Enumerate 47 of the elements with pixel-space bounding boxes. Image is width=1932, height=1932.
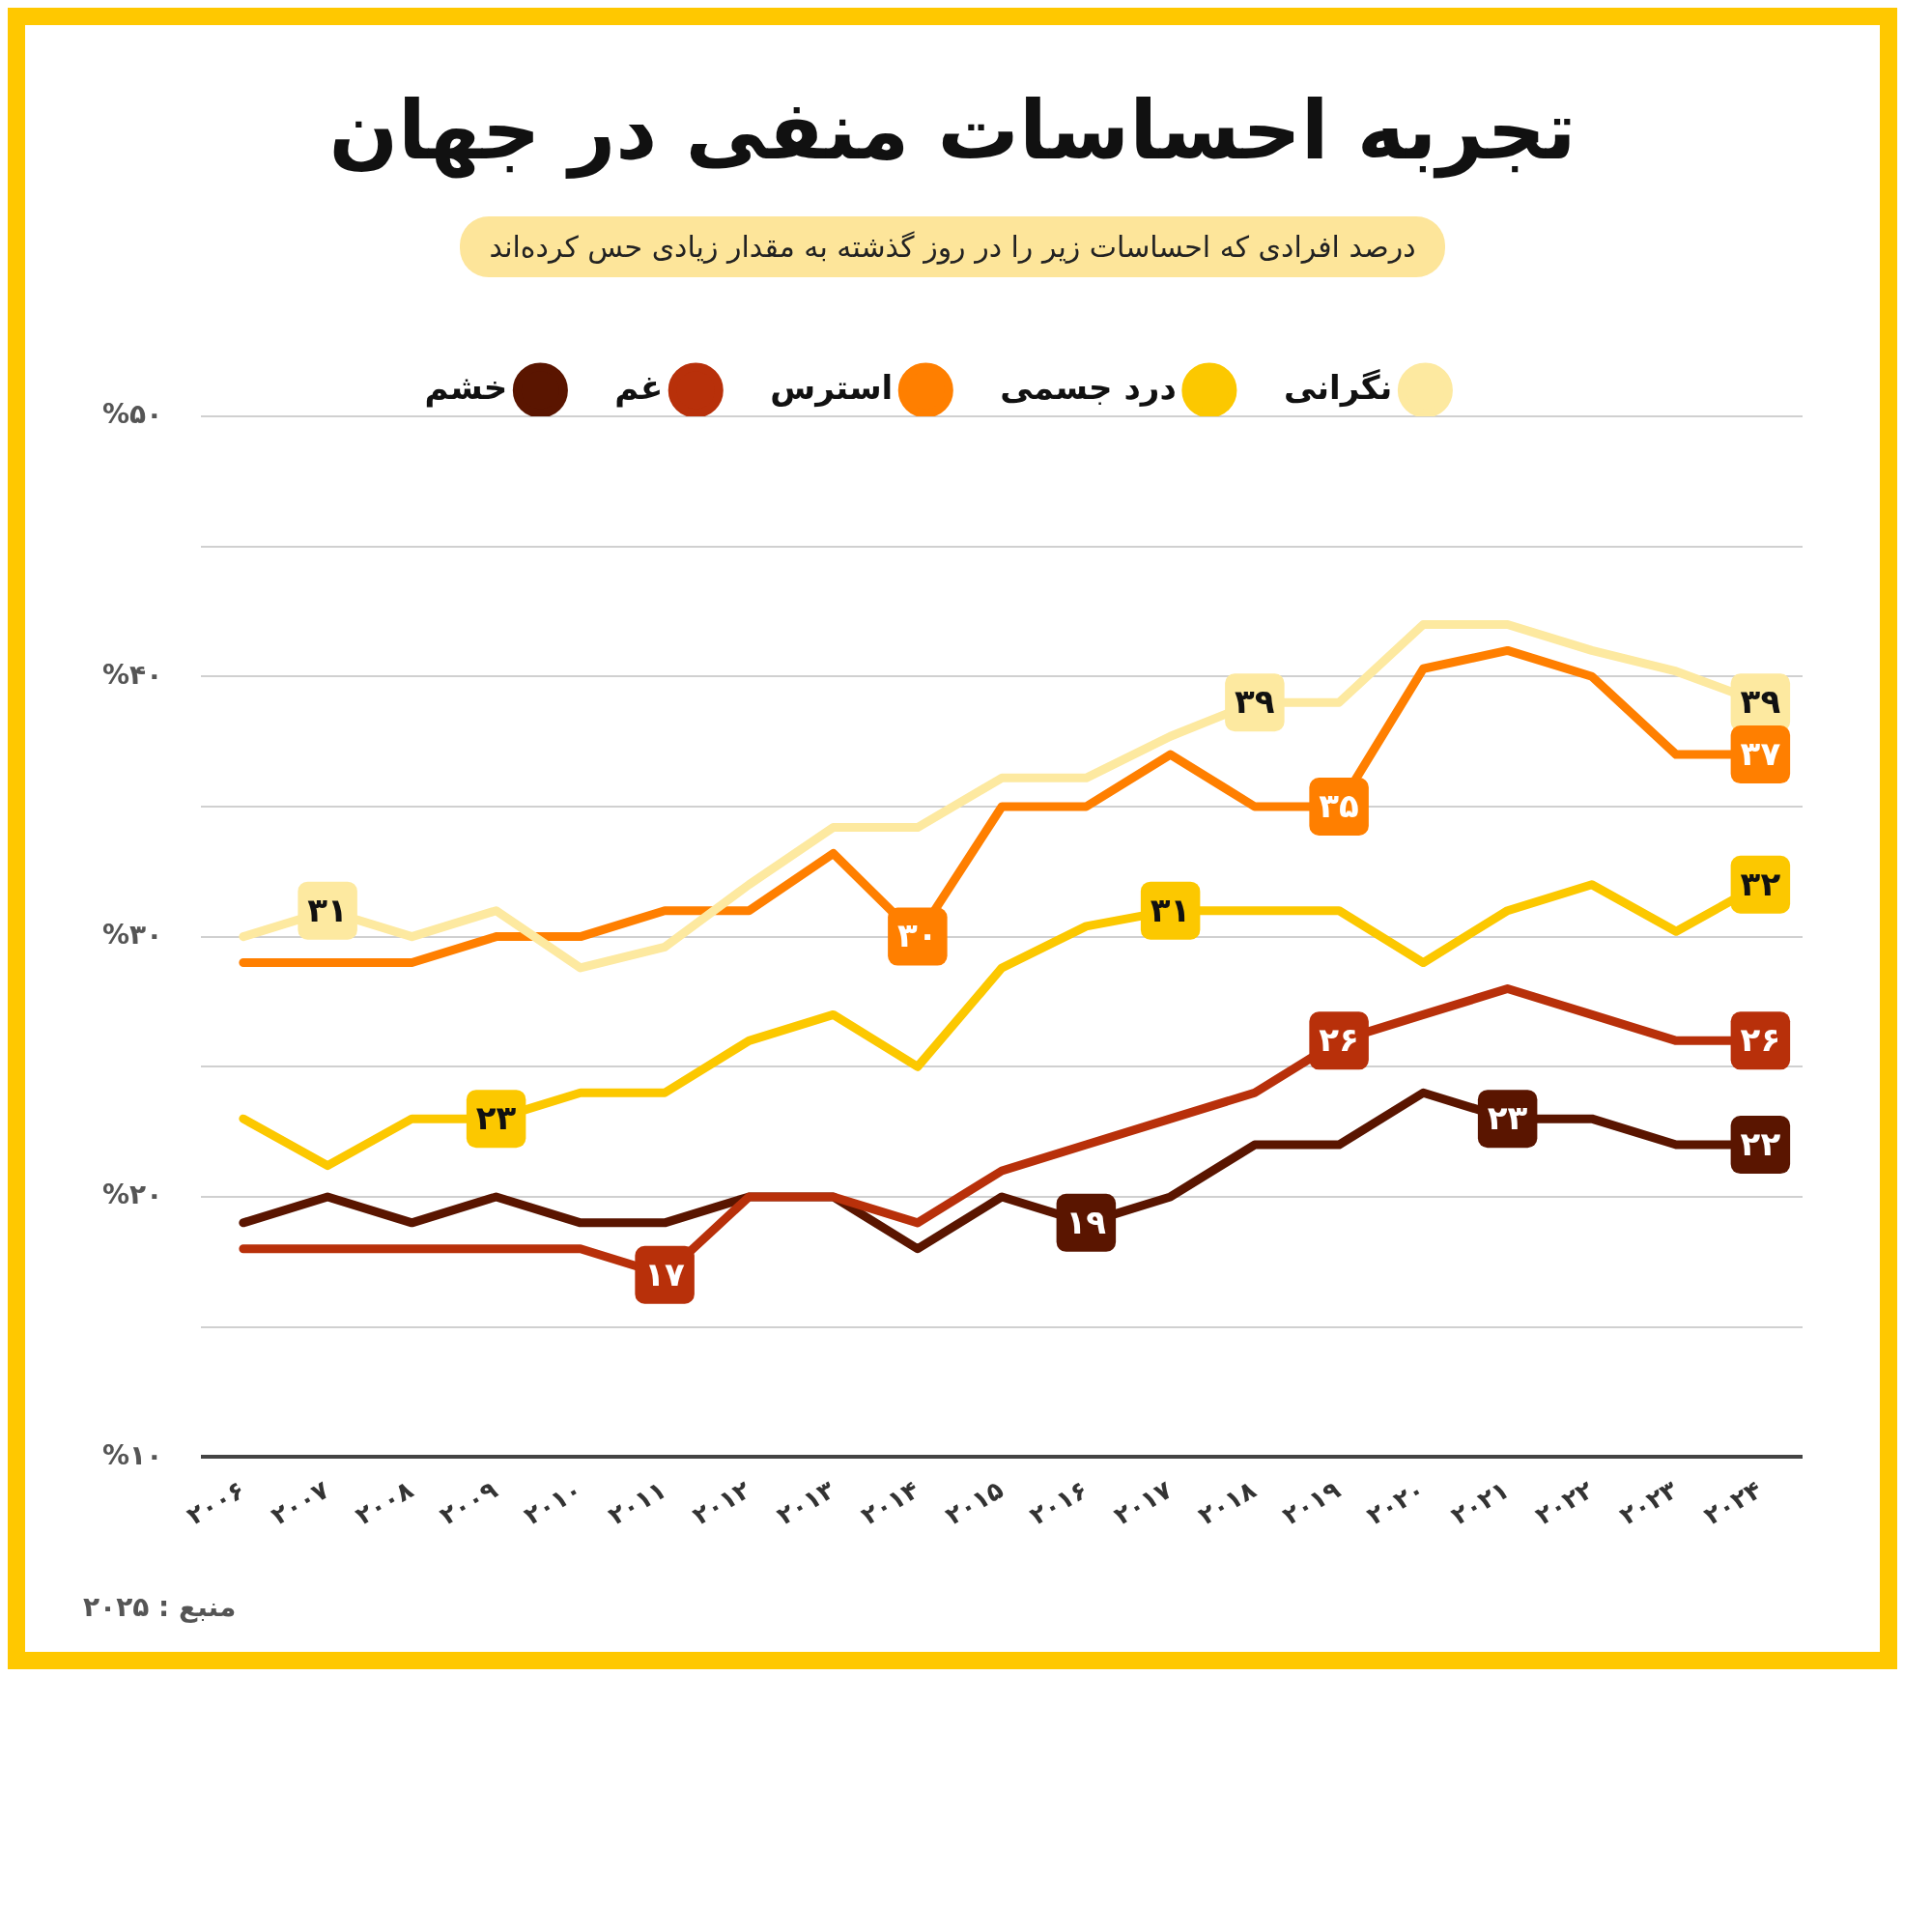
- x-tick-label: ۲۰۱۶: [1024, 1474, 1093, 1531]
- x-tick-label: ۲۰۱۳: [772, 1474, 840, 1531]
- data-label: ۳۲: [1740, 864, 1781, 903]
- legend-label: غم: [614, 367, 664, 408]
- data-label: ۲۳: [1487, 1097, 1528, 1137]
- x-tick-label: ۲۰۰۶: [182, 1474, 250, 1531]
- data-label: ۳۱: [307, 890, 348, 929]
- x-tick-label: ۲۰۰۹: [435, 1474, 503, 1531]
- data-label: ۳۵: [1319, 785, 1359, 825]
- x-tick-label: ۲۰۰۷: [266, 1474, 334, 1531]
- data-label: ۳۷: [1740, 733, 1781, 773]
- legend-label: نگرانی: [1283, 367, 1393, 408]
- x-tick-label: ۲۰۲۳: [1614, 1474, 1683, 1531]
- data-label: ۱۹: [1065, 1202, 1107, 1241]
- x-tick-label: ۲۰۱۵: [940, 1474, 1009, 1531]
- chart-subtitle: درصد افرادی که احساسات زیر را در روز گذشته به مقدار زیادی حس کرده‌اند: [460, 216, 1445, 277]
- x-tick-label: ۲۰۱۹: [1277, 1474, 1346, 1531]
- chart-title: تجربه احساسات منفی در جهان: [327, 83, 1577, 178]
- x-tick-label: ۲۰۱۴: [856, 1474, 924, 1531]
- data-label: ۲۲: [1740, 1123, 1781, 1163]
- x-tick-label: ۲۰۱۷: [1109, 1474, 1178, 1531]
- x-tick-label: ۲۰۱۱: [603, 1474, 671, 1531]
- legend-label: درد جسمی: [1000, 367, 1177, 407]
- data-label: ۱۷: [644, 1254, 686, 1293]
- y-tick-label: %۵۰: [102, 398, 163, 431]
- data-label: ۳۰: [897, 916, 938, 955]
- x-tick-label: ۲۰۲۱: [1446, 1474, 1514, 1531]
- text: منبع : ۲۰۲۵: [82, 1590, 238, 1623]
- x-tick-label: ۲۰۲۲: [1530, 1474, 1599, 1531]
- x-tick-label: ۲۰۲۴: [1698, 1474, 1767, 1531]
- x-tick-label: ۲۰۲۰: [1361, 1474, 1430, 1531]
- data-label: ۳۱: [1150, 890, 1191, 929]
- legend-label: خشم: [424, 367, 508, 408]
- data-label: ۲۳: [475, 1097, 517, 1137]
- data-label: ۳۹: [1235, 682, 1275, 722]
- data-label: ۲۶: [1319, 1020, 1359, 1060]
- x-tick-label: ۲۰۰۸: [350, 1474, 418, 1531]
- x-tick-label: ۲۰۱۸: [1193, 1474, 1262, 1531]
- data-label: ۳۹: [1740, 682, 1781, 722]
- y-tick-label: %۳۰: [102, 918, 163, 951]
- x-tick-label: ۲۰۱۲: [687, 1474, 755, 1531]
- y-tick-label: %۴۰: [102, 658, 163, 691]
- legend-label: استرس: [770, 367, 894, 408]
- y-tick-label: %۱۰: [102, 1438, 163, 1471]
- x-tick-label: ۲۰۱۰: [519, 1474, 587, 1531]
- data-label: ۲۶: [1740, 1020, 1781, 1060]
- y-tick-label: %۲۰: [102, 1179, 163, 1211]
